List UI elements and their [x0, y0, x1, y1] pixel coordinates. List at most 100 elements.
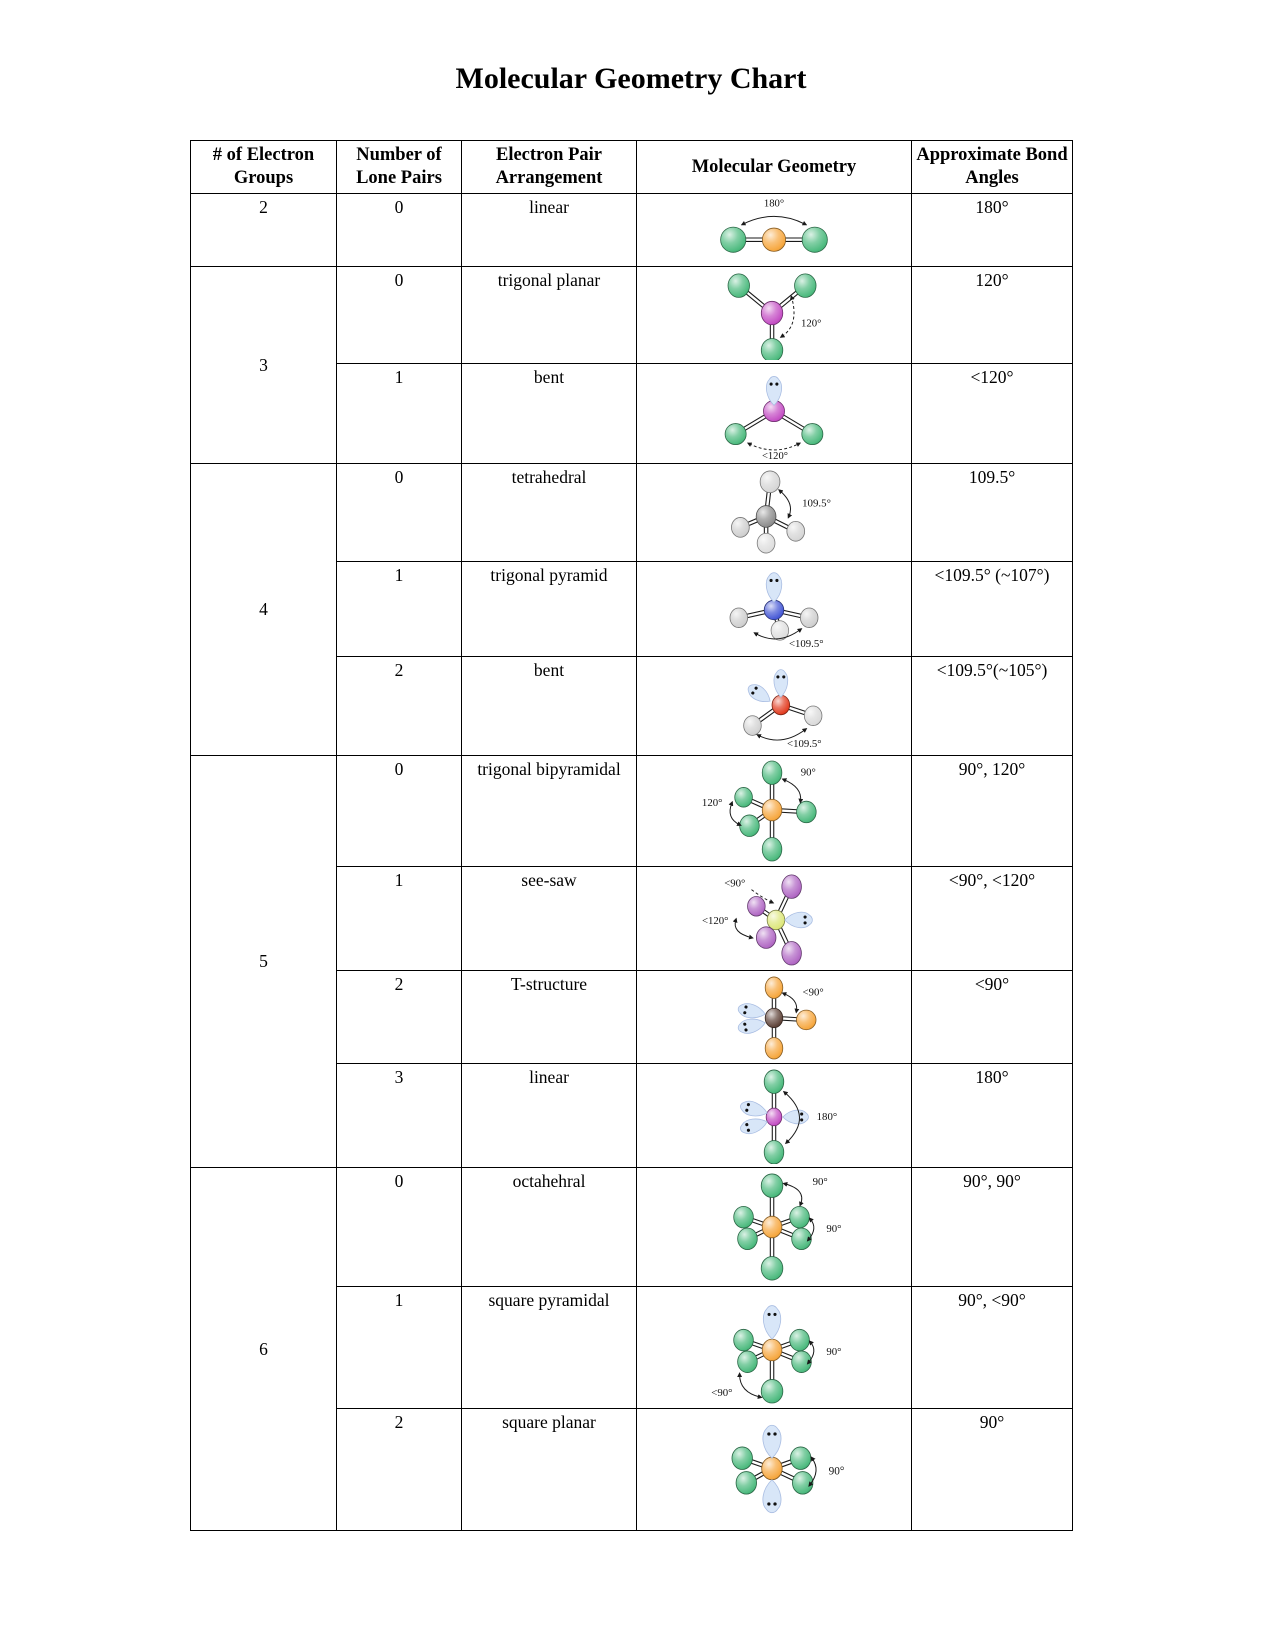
- molecule-cell: 120°: [636, 266, 912, 364]
- lone-pairs-cell: 2: [336, 970, 462, 1064]
- bond-angles-cell: <90°, <120°: [911, 866, 1073, 971]
- col-header-electron-groups: # of Electron Groups: [190, 140, 337, 194]
- lone-pairs-cell: 0: [336, 755, 462, 867]
- bond-angles-cell: <109.5°(~105°): [911, 656, 1073, 756]
- bond-angles-cell: 90°: [911, 1408, 1073, 1531]
- lone-pairs-cell: 1: [336, 561, 462, 657]
- electron-groups-cell: 6: [190, 1167, 337, 1531]
- molecule-cell: <109.5°: [636, 561, 912, 657]
- bond-angles-cell: 109.5°: [911, 463, 1073, 562]
- bond-angles-cell: 90°, 120°: [911, 755, 1073, 867]
- arrangement-cell: linear: [461, 193, 637, 267]
- bond-angles-cell: <109.5° (~107°): [911, 561, 1073, 657]
- svg-text:<109.5°: <109.5°: [789, 638, 824, 650]
- lone-pairs-cell: 0: [336, 1167, 462, 1287]
- table-row: 2 T-structure <90° <90°: [191, 970, 1073, 1064]
- geometry-table: # of Electron Groups Number of Lone Pair…: [190, 140, 1073, 1531]
- molecule-figure-trigonal-bipyramidal: 90° 120°: [637, 759, 911, 863]
- svg-text:109.5°: 109.5°: [802, 498, 831, 510]
- molecule-figure-linear-three-lone-pairs: 180°: [637, 1067, 911, 1164]
- table-row: 1 see-saw <90° <120° <90°, <120°: [191, 866, 1073, 971]
- table-row: 6 0 octahehral 90° 90° 90°, 90°: [190, 1167, 1073, 1531]
- molecule-cell: 90°: [636, 1408, 912, 1531]
- col-header-arrangement: Electron Pair Arrangement: [461, 140, 637, 194]
- table-row: 3 linear 180° 180°: [191, 1063, 1073, 1168]
- arrangement-cell: bent: [461, 363, 637, 464]
- molecule-cell: 90° <90°: [636, 1286, 912, 1409]
- lone-pairs-cell: 2: [336, 656, 462, 756]
- bond-angles-cell: <90°: [911, 970, 1073, 1064]
- molecule-cell: <109.5°: [636, 656, 912, 756]
- svg-text:<90°: <90°: [724, 878, 745, 890]
- lone-pairs-cell: 3: [336, 1063, 462, 1168]
- col-header-lone-pairs: Number of Lone Pairs: [336, 140, 462, 194]
- page-title: Molecular Geometry Chart: [455, 62, 807, 95]
- molecule-figure-bent: <120°: [637, 367, 911, 460]
- header-row: # of Electron Groups Number of Lone Pair…: [190, 140, 1073, 194]
- bond-angles-cell: 90°, 90°: [911, 1167, 1073, 1287]
- table-row: 4 0 tetrahedral 109.5° 109.5°: [190, 463, 1073, 756]
- arrangement-cell: trigonal planar: [461, 266, 637, 364]
- molecule-cell: <120°: [636, 363, 912, 464]
- arrangement-cell: see-saw: [461, 866, 637, 971]
- molecule-figure-square-planar: 90°: [637, 1412, 911, 1527]
- bond-angles-cell: 180°: [911, 193, 1073, 267]
- molecule-figure-linear: 180°: [637, 197, 911, 263]
- svg-text:90°: 90°: [829, 1466, 845, 1478]
- molecule-cell: <90° <120°: [636, 866, 912, 971]
- svg-text:180°: 180°: [764, 198, 784, 210]
- lone-pairs-cell: 1: [336, 866, 462, 971]
- molecule-figure-square-pyramidal: 90° <90°: [637, 1290, 911, 1405]
- arrangement-cell: square pyramidal: [461, 1286, 637, 1409]
- svg-text:90°: 90°: [801, 767, 816, 779]
- svg-text:120°: 120°: [702, 797, 722, 809]
- molecule-figure-tetrahedral: 109.5°: [637, 467, 911, 558]
- arrangement-cell: trigonal bipyramidal: [461, 755, 637, 867]
- bond-angles-cell: 120°: [911, 266, 1073, 364]
- lone-pairs-cell: 2: [336, 1408, 462, 1531]
- svg-text:<90°: <90°: [711, 1387, 732, 1399]
- lone-pairs-cell: 0: [336, 463, 462, 562]
- molecule-cell: 109.5°: [636, 463, 912, 562]
- svg-text:90°: 90°: [813, 1176, 828, 1188]
- bond-angles-cell: <120°: [911, 363, 1073, 464]
- svg-text:90°: 90°: [826, 1346, 841, 1358]
- table-row: 1 square pyramidal 90° <90° 90°, <90°: [191, 1286, 1073, 1409]
- electron-groups-cell: 2: [190, 193, 337, 267]
- arrangement-cell: octahehral: [461, 1167, 637, 1287]
- molecule-figure-octahedral: 90° 90°: [637, 1171, 911, 1283]
- svg-text:<120°: <120°: [762, 451, 788, 460]
- electron-groups-cell: 5: [190, 755, 337, 1168]
- lone-pairs-cell: 0: [336, 193, 462, 267]
- col-header-molecular-geometry: Molecular Geometry: [636, 140, 912, 194]
- col-header-bond-angles: Approximate Bond Angles: [911, 140, 1073, 194]
- arrangement-cell: square planar: [461, 1408, 637, 1531]
- table-row: 2 square planar 90° 90°: [191, 1408, 1073, 1531]
- arrangement-cell: tetrahedral: [461, 463, 637, 562]
- svg-text:<90°: <90°: [803, 987, 824, 999]
- molecule-cell: 180°: [636, 193, 912, 267]
- molecule-cell: <90°: [636, 970, 912, 1064]
- electron-groups-cell: 3: [190, 266, 337, 464]
- lone-pairs-cell: 1: [336, 363, 462, 464]
- bond-angles-cell: 90°, <90°: [911, 1286, 1073, 1409]
- bond-angles-cell: 180°: [911, 1063, 1073, 1168]
- molecule-figure-trigonal-pyramid: <109.5°: [637, 565, 911, 653]
- molecule-figure-see-saw: <90° <120°: [637, 870, 911, 967]
- arrangement-cell: T-structure: [461, 970, 637, 1064]
- table-row: 1 bent <120° <120°: [191, 363, 1073, 464]
- table-row: 3 0 trigonal planar 120° 120°: [190, 266, 1073, 464]
- svg-text:120°: 120°: [801, 318, 821, 330]
- svg-text:<109.5°: <109.5°: [787, 738, 822, 750]
- molecule-figure-t-structure: <90°: [637, 974, 911, 1060]
- lone-pairs-cell: 1: [336, 1286, 462, 1409]
- table-row: 2 0 linear 180° 180°: [190, 193, 1073, 267]
- arrangement-cell: linear: [461, 1063, 637, 1168]
- molecule-cell: 90° 90°: [636, 1167, 912, 1287]
- table-row: 5 0 trigonal bipyramidal 90° 120° 90°, 12…: [190, 755, 1073, 1168]
- table-row: 2 bent <109.5° <109.5°(~105°): [191, 656, 1073, 756]
- lone-pairs-cell: 0: [336, 266, 462, 364]
- table-row: 1 trigonal pyramid <109.5° <109.5° (~107…: [191, 561, 1073, 657]
- svg-text:90°: 90°: [826, 1223, 841, 1235]
